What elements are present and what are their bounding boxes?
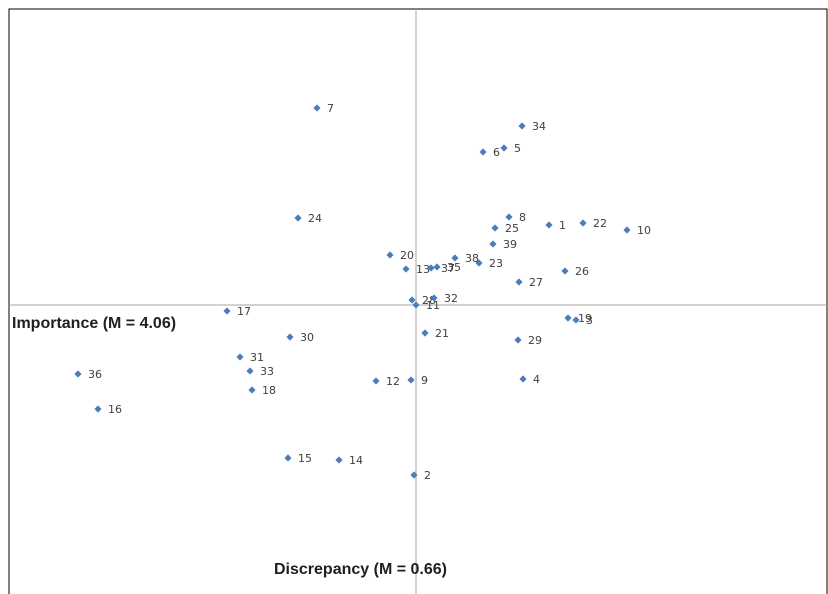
point-marker-37	[427, 264, 435, 272]
point-marker-29	[514, 336, 522, 344]
point-label-16: 16	[108, 403, 122, 416]
point-marker-34	[518, 122, 526, 130]
point-label-20: 20	[400, 249, 414, 262]
point-label-22: 22	[593, 217, 607, 230]
point-marker-9	[407, 376, 415, 384]
point-marker-26	[561, 267, 569, 275]
point-marker-17	[223, 307, 231, 315]
y-axis-title: Discrepancy (M = 0.66)	[274, 561, 447, 578]
point-marker-25	[491, 224, 499, 232]
point-label-36: 36	[88, 368, 102, 381]
point-marker-32	[430, 294, 438, 302]
point-marker-20	[386, 251, 394, 259]
point-label-33: 33	[260, 365, 274, 378]
point-label-7: 7	[327, 102, 334, 115]
point-label-29: 29	[528, 334, 542, 347]
point-marker-23	[475, 259, 483, 267]
point-label-26: 26	[575, 265, 589, 278]
point-marker-33	[246, 367, 254, 375]
point-marker-1	[545, 221, 553, 229]
point-marker-5	[500, 144, 508, 152]
point-marker-10	[623, 226, 631, 234]
point-marker-18	[248, 386, 256, 394]
point-label-1: 1	[559, 219, 566, 232]
point-marker-6	[479, 148, 487, 156]
point-marker-27	[515, 278, 523, 286]
point-marker-39	[489, 240, 497, 248]
point-marker-14	[335, 456, 343, 464]
point-label-38: 38	[465, 252, 479, 265]
point-marker-13	[402, 265, 410, 273]
point-label-15: 15	[298, 452, 312, 465]
point-label-14: 14	[349, 454, 363, 467]
point-marker-35	[433, 263, 441, 271]
point-label-2: 2	[424, 469, 431, 482]
point-label-24: 24	[308, 212, 322, 225]
x-axis-title: Importance (M = 4.06)	[12, 315, 176, 332]
point-label-35: 35	[447, 261, 461, 274]
data-points: 1234567891011121314151617181920212223242…	[74, 102, 651, 482]
point-label-19: 19	[578, 312, 592, 325]
point-label-11: 11	[426, 299, 440, 312]
point-marker-3	[572, 316, 580, 324]
point-marker-8	[505, 213, 513, 221]
point-label-37: 37	[441, 262, 455, 275]
point-label-10: 10	[637, 224, 651, 237]
point-marker-15	[284, 454, 292, 462]
point-label-13: 13	[416, 263, 430, 276]
point-label-4: 4	[533, 373, 540, 386]
point-label-25: 25	[505, 222, 519, 235]
plot-frame	[8, 8, 828, 594]
point-label-9: 9	[421, 374, 428, 387]
point-marker-16	[94, 405, 102, 413]
point-label-30: 30	[300, 331, 314, 344]
point-label-18: 18	[262, 384, 276, 397]
point-label-6: 6	[493, 146, 500, 159]
point-marker-12	[372, 377, 380, 385]
point-marker-30	[286, 333, 294, 341]
point-marker-31	[236, 353, 244, 361]
point-label-3: 3	[586, 314, 593, 327]
point-label-8: 8	[519, 211, 526, 224]
point-marker-11	[412, 301, 420, 309]
point-marker-24	[294, 214, 302, 222]
point-marker-21	[421, 329, 429, 337]
point-label-21: 21	[435, 327, 449, 340]
point-label-39: 39	[503, 238, 517, 251]
point-marker-4	[519, 375, 527, 383]
point-label-17: 17	[237, 305, 251, 318]
point-label-32: 32	[444, 292, 458, 305]
point-marker-28	[408, 296, 416, 304]
point-marker-19	[564, 314, 572, 322]
point-label-34: 34	[532, 120, 546, 133]
point-label-31: 31	[250, 351, 264, 364]
point-marker-38	[451, 254, 459, 262]
point-marker-7	[313, 104, 321, 112]
point-label-12: 12	[386, 375, 400, 388]
point-label-5: 5	[514, 142, 521, 155]
point-marker-36	[74, 370, 82, 378]
point-label-27: 27	[529, 276, 543, 289]
point-marker-2	[410, 471, 418, 479]
point-label-23: 23	[489, 257, 503, 270]
point-marker-22	[579, 219, 587, 227]
